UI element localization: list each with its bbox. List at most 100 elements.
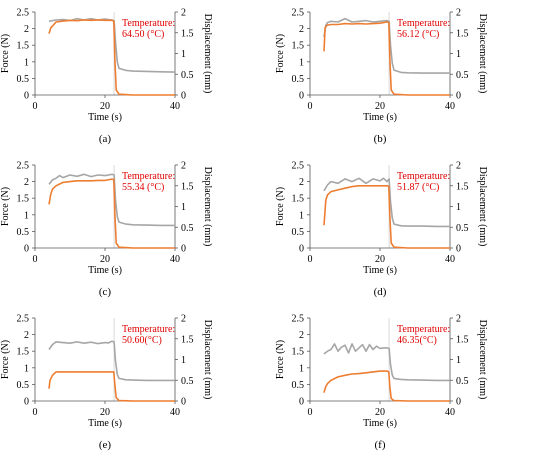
x-axis-label: Time (s) bbox=[363, 265, 397, 276]
y2-axis-label: Displacement (mm) bbox=[202, 14, 213, 94]
temperature-label: Temperature: bbox=[397, 171, 450, 182]
temperature-value: 46.35(°C) bbox=[397, 335, 437, 346]
y2-tick-label: 1.5 bbox=[456, 181, 469, 192]
x-axis-label: Time (s) bbox=[363, 112, 397, 123]
y-tick-label: 1.5 bbox=[292, 41, 305, 52]
y2-tick-label: 0 bbox=[456, 91, 461, 102]
temperature-value: 64.50 (°C) bbox=[122, 29, 164, 40]
y2-tick-label: 2 bbox=[181, 8, 186, 19]
x-tick-label: 0 bbox=[308, 254, 313, 265]
x-tick-label: 20 bbox=[375, 101, 385, 112]
y2-tick-label: 1.5 bbox=[181, 181, 194, 192]
x-tick-label: 20 bbox=[375, 254, 385, 265]
displacement-series bbox=[323, 21, 450, 96]
y-tick-label: 2.5 bbox=[292, 161, 305, 172]
y-tick-label: 1 bbox=[24, 57, 29, 68]
x-axis-label: Time (s) bbox=[88, 112, 122, 123]
y2-tick-label: 0 bbox=[181, 244, 186, 255]
y2-tick-label: 1.5 bbox=[456, 334, 469, 345]
y-tick-label: 1.5 bbox=[292, 347, 305, 358]
y2-tick-label: 1.5 bbox=[181, 28, 194, 39]
y-tick-label: 2 bbox=[24, 177, 29, 188]
y2-axis-label: Displacement (mm) bbox=[202, 320, 213, 400]
y2-tick-label: 1 bbox=[181, 202, 186, 213]
x-tick-label: 40 bbox=[445, 101, 455, 112]
y-tick-label: 0.5 bbox=[17, 74, 30, 85]
y-tick-label: 0 bbox=[299, 244, 304, 255]
y-axis-label: Force (N) bbox=[275, 340, 286, 379]
y-tick-label: 0 bbox=[299, 397, 304, 408]
y2-axis-label: Displacement (mm) bbox=[477, 14, 488, 94]
y-tick-label: 1 bbox=[299, 57, 304, 68]
y-tick-label: 1.5 bbox=[17, 347, 30, 358]
displacement-series bbox=[48, 178, 175, 249]
panel-caption: (a) bbox=[99, 133, 112, 145]
y-tick-label: 0.5 bbox=[292, 380, 305, 391]
y2-tick-label: 1 bbox=[456, 355, 461, 366]
y2-tick-label: 1.5 bbox=[456, 28, 469, 39]
panel-caption: (f) bbox=[375, 439, 386, 451]
panel-caption: (b) bbox=[374, 133, 387, 145]
y2-tick-label: 0.5 bbox=[181, 376, 194, 387]
force-series bbox=[323, 177, 450, 228]
y2-tick-label: 0.5 bbox=[181, 70, 194, 81]
panel-caption: (e) bbox=[99, 439, 112, 451]
y-tick-label: 2 bbox=[299, 177, 304, 188]
displacement-series bbox=[48, 371, 175, 402]
y2-tick-label: 0.5 bbox=[456, 223, 469, 234]
y2-tick-label: 2 bbox=[456, 314, 461, 325]
x-tick-label: 40 bbox=[170, 407, 180, 418]
y-tick-label: 0.5 bbox=[17, 380, 30, 391]
x-tick-label: 20 bbox=[100, 407, 110, 418]
y-tick-label: 2 bbox=[299, 330, 304, 341]
temperature-label: Temperature: bbox=[122, 324, 175, 335]
y-tick-label: 0 bbox=[24, 244, 29, 255]
x-tick-label: 20 bbox=[100, 101, 110, 112]
y2-tick-label: 0.5 bbox=[456, 376, 469, 387]
displacement-series bbox=[323, 370, 450, 402]
x-axis-label: Time (s) bbox=[88, 265, 122, 276]
y-axis-label: Force (N) bbox=[275, 34, 286, 73]
y2-tick-label: 0 bbox=[181, 91, 186, 102]
x-tick-label: 20 bbox=[375, 407, 385, 418]
x-tick-label: 40 bbox=[445, 254, 455, 265]
temperature-value: 56.12 (°C) bbox=[397, 29, 439, 40]
y-tick-label: 2 bbox=[299, 24, 304, 35]
y2-tick-label: 0 bbox=[456, 397, 461, 408]
y-axis-label: Force (N) bbox=[0, 187, 11, 226]
x-tick-label: 0 bbox=[308, 407, 313, 418]
y-tick-label: 2.5 bbox=[17, 161, 30, 172]
x-tick-label: 40 bbox=[170, 254, 180, 265]
y2-tick-label: 2 bbox=[456, 8, 461, 19]
y2-axis-label: Displacement (mm) bbox=[202, 167, 213, 247]
temperature-value: 50.60(°C) bbox=[122, 335, 162, 346]
x-tick-label: 0 bbox=[308, 101, 313, 112]
y-tick-label: 0.5 bbox=[292, 74, 305, 85]
force-series bbox=[48, 340, 175, 382]
y-tick-label: 0.5 bbox=[17, 227, 30, 238]
y2-tick-label: 1 bbox=[456, 202, 461, 213]
panel-caption: (c) bbox=[99, 286, 112, 298]
y2-tick-label: 0 bbox=[456, 244, 461, 255]
force-series bbox=[323, 343, 450, 382]
y-axis-label: Force (N) bbox=[0, 340, 11, 379]
y2-tick-label: 0 bbox=[181, 397, 186, 408]
y2-tick-label: 1.5 bbox=[181, 334, 194, 345]
x-tick-label: 0 bbox=[33, 407, 38, 418]
temperature-value: 55.34 (°C) bbox=[122, 182, 164, 193]
panel-caption: (d) bbox=[374, 286, 387, 298]
temperature-label: Temperature: bbox=[397, 324, 450, 335]
x-tick-label: 0 bbox=[33, 254, 38, 265]
y-tick-label: 0 bbox=[299, 91, 304, 102]
y-tick-label: 1.5 bbox=[292, 194, 305, 205]
y-tick-label: 0.5 bbox=[292, 227, 305, 238]
y2-tick-label: 1 bbox=[456, 49, 461, 60]
y-tick-label: 1 bbox=[24, 210, 29, 221]
